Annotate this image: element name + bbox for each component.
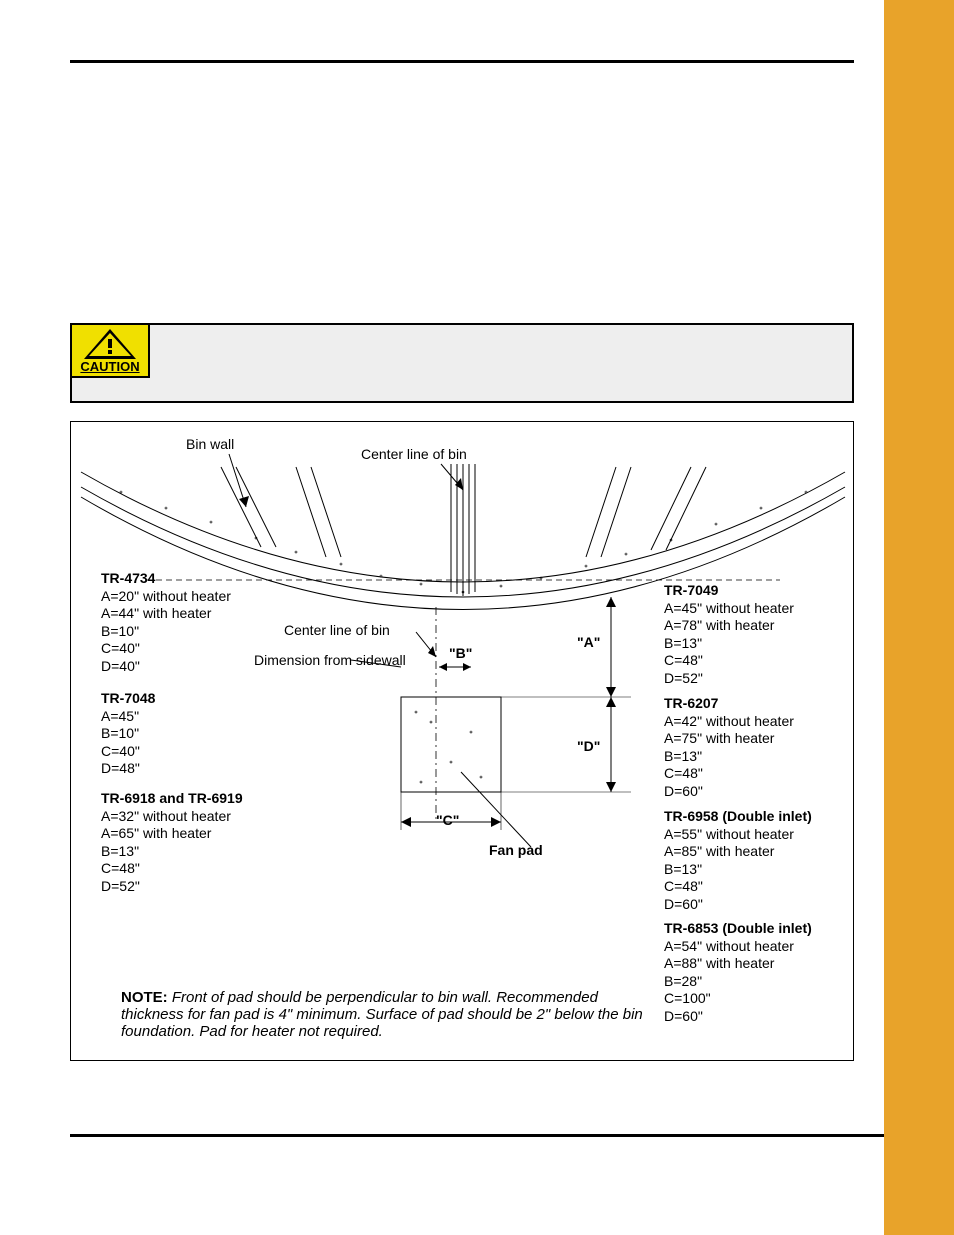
model-tr4734: TR-4734 A=20" without heater A=44" with …	[101, 570, 231, 675]
model-title: TR-6918 and TR-6919	[101, 790, 243, 808]
model-line: A=75" with heater	[664, 730, 794, 748]
model-line: C=40"	[101, 640, 231, 658]
center-line-top-label: Center line of bin	[361, 446, 467, 463]
model-title: TR-6207	[664, 695, 794, 713]
model-line: D=40"	[101, 658, 231, 676]
note-text: Front of pad should be perpendicular to …	[121, 989, 643, 1040]
model-line: B=10"	[101, 623, 231, 641]
caution-label: CAUTION	[72, 359, 148, 374]
model-line: A=45"	[101, 708, 155, 726]
model-line: B=13"	[664, 635, 794, 653]
model-line: D=60"	[664, 1008, 812, 1026]
model-line: A=45" without heater	[664, 600, 794, 618]
model-title: TR-7049	[664, 582, 794, 600]
center-line-mid-label: Center line of bin	[284, 622, 390, 639]
model-line: C=40"	[101, 743, 155, 761]
model-line: B=10"	[101, 725, 155, 743]
dim-sidewall-label: Dimension from sidewall	[254, 652, 406, 669]
model-title: TR-6853 (Double inlet)	[664, 920, 812, 938]
model-line: B=13"	[101, 843, 243, 861]
dim-d-label: "D"	[577, 738, 600, 755]
caution-box: CAUTION	[70, 323, 854, 403]
fan-pad-label: Fan pad	[489, 842, 543, 859]
model-tr6918: TR-6918 and TR-6919 A=32" without heater…	[101, 790, 243, 895]
model-line: A=55" without heater	[664, 826, 812, 844]
model-line: A=88" with heater	[664, 955, 812, 973]
dim-a-label: "A"	[577, 634, 600, 651]
model-line: C=48"	[101, 860, 243, 878]
figure-note: NOTE: Front of pad should be perpendicul…	[121, 989, 651, 1040]
model-tr6958: TR-6958 (Double inlet) A=55" without hea…	[664, 808, 812, 913]
model-line: D=60"	[664, 896, 812, 914]
model-line: A=32" without heater	[101, 808, 243, 826]
model-tr7048: TR-7048 A=45" B=10" C=40" D=48"	[101, 690, 155, 778]
page-content: CAUTION	[0, 0, 884, 1235]
model-line: D=48"	[101, 760, 155, 778]
warning-icon	[80, 327, 140, 361]
model-line: C=48"	[664, 765, 794, 783]
model-line: A=44" with heater	[101, 605, 231, 623]
model-line: A=54" without heater	[664, 938, 812, 956]
model-line: C=48"	[664, 878, 812, 896]
model-line: B=13"	[664, 861, 812, 879]
bin-wall-label: Bin wall	[186, 436, 234, 453]
model-line: A=65" with heater	[101, 825, 243, 843]
model-line: A=85" with heater	[664, 843, 812, 861]
figure-7b: Bin wall Center line of bin Center line …	[70, 421, 854, 1061]
model-tr6853: TR-6853 (Double inlet) A=54" without hea…	[664, 920, 812, 1025]
model-tr6207: TR-6207 A=42" without heater A=75" with …	[664, 695, 794, 800]
model-title: TR-4734	[101, 570, 231, 588]
model-title: TR-7048	[101, 690, 155, 708]
side-accent-bar	[884, 0, 954, 1235]
model-line: D=60"	[664, 783, 794, 801]
note-bold: NOTE:	[121, 989, 168, 1006]
model-line: A=20" without heater	[101, 588, 231, 606]
bottom-rule	[70, 1134, 884, 1137]
model-line: D=52"	[664, 670, 794, 688]
dim-c-label: "C"	[436, 812, 459, 829]
model-line: C=48"	[664, 652, 794, 670]
model-line: A=78" with heater	[664, 617, 794, 635]
model-tr7049: TR-7049 A=45" without heater A=78" with …	[664, 582, 794, 687]
model-line: C=100"	[664, 990, 812, 1008]
caution-sign: CAUTION	[70, 323, 150, 378]
model-title: TR-6958 (Double inlet)	[664, 808, 812, 826]
model-line: B=28"	[664, 973, 812, 991]
model-line: B=13"	[664, 748, 794, 766]
top-rule	[70, 60, 854, 63]
model-line: D=52"	[101, 878, 243, 896]
dim-b-label: "B"	[449, 645, 472, 662]
model-line: A=42" without heater	[664, 713, 794, 731]
